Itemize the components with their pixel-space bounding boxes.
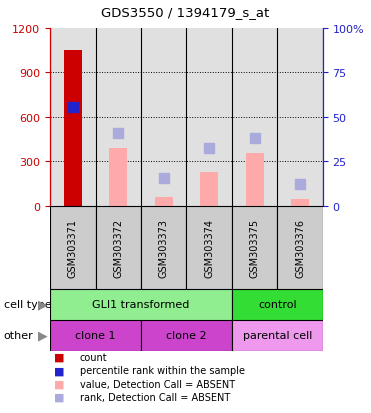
Point: [252, 135, 257, 142]
Bar: [141, 29, 187, 206]
Point: [70, 104, 76, 111]
Text: ■: ■: [54, 379, 64, 389]
Text: ■: ■: [54, 366, 64, 375]
Text: GSM303376: GSM303376: [295, 218, 305, 277]
Text: count: count: [80, 352, 107, 362]
Bar: [187, 29, 232, 206]
Text: other: other: [4, 330, 33, 341]
Bar: [278, 206, 323, 289]
Bar: [96, 206, 141, 289]
Text: GLI1 transformed: GLI1 transformed: [92, 299, 190, 310]
Text: percentile rank within the sample: percentile rank within the sample: [80, 366, 245, 375]
Point: [115, 131, 121, 137]
Bar: [109, 149, 127, 206]
Bar: [232, 206, 278, 289]
Bar: [50, 206, 96, 289]
Bar: [50, 289, 232, 320]
Text: value, Detection Call = ABSENT: value, Detection Call = ABSENT: [80, 379, 235, 389]
Bar: [232, 320, 323, 351]
Text: GSM303375: GSM303375: [250, 218, 260, 277]
Text: GSM303373: GSM303373: [159, 218, 169, 277]
Point: [297, 182, 303, 188]
Text: rank, Detection Call = ABSENT: rank, Detection Call = ABSENT: [80, 392, 230, 402]
Text: ▶: ▶: [38, 329, 47, 342]
Text: control: control: [258, 299, 297, 310]
Text: GSM303374: GSM303374: [204, 218, 214, 277]
Bar: [96, 29, 141, 206]
Bar: [141, 206, 187, 289]
Text: clone 1: clone 1: [75, 330, 116, 341]
Text: GSM303371: GSM303371: [68, 218, 78, 277]
Text: ▶: ▶: [38, 298, 47, 311]
Bar: [246, 153, 264, 206]
Text: GDS3550 / 1394179_s_at: GDS3550 / 1394179_s_at: [101, 6, 270, 19]
Text: parental cell: parental cell: [243, 330, 312, 341]
Point: [161, 175, 167, 182]
Text: clone 2: clone 2: [166, 330, 207, 341]
Bar: [232, 29, 278, 206]
Bar: [232, 289, 323, 320]
Point: [206, 145, 212, 152]
Bar: [141, 320, 232, 351]
Bar: [50, 29, 96, 206]
Bar: [155, 197, 173, 206]
Bar: [50, 320, 141, 351]
Bar: [278, 29, 323, 206]
Text: GSM303372: GSM303372: [113, 218, 123, 277]
Text: cell type: cell type: [4, 299, 51, 310]
Text: ■: ■: [54, 392, 64, 402]
Bar: [64, 51, 82, 206]
Text: ■: ■: [54, 352, 64, 362]
Bar: [187, 206, 232, 289]
Bar: [200, 173, 218, 206]
Bar: [291, 200, 309, 206]
